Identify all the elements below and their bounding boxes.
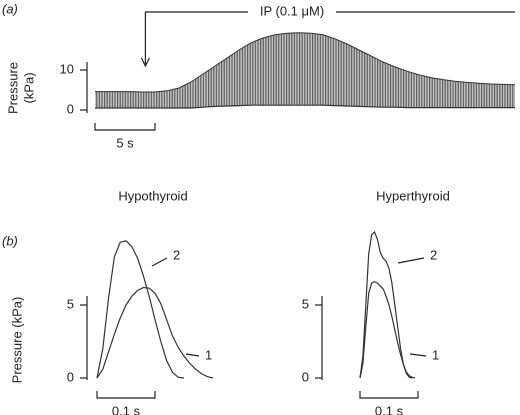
- curve-label-arrow: [397, 257, 425, 264]
- curve-label: 2: [173, 247, 180, 262]
- curve-label: 2: [430, 247, 437, 262]
- scale-bar-label: 5 s: [116, 135, 134, 150]
- y-tick-label: 5: [67, 296, 74, 311]
- scale-bar: [359, 391, 419, 399]
- y-tick-label: 0: [67, 369, 74, 384]
- y-tick-label: 0: [67, 101, 74, 116]
- curve-label-arrow: [409, 353, 427, 357]
- curve-label: 1: [432, 347, 439, 362]
- annotation: IP (0.1 μM): [260, 3, 324, 18]
- pressure-band: [95, 32, 515, 108]
- y-tick-label: 0: [302, 369, 309, 384]
- y-axis-label: Pressure: [5, 62, 20, 114]
- scale-bar: [94, 123, 156, 131]
- pressure-curve: [359, 280, 416, 379]
- scale-bar-label: 0.1 s: [375, 403, 404, 415]
- lower-envelope: [95, 104, 515, 109]
- curve-label: 1: [205, 347, 212, 362]
- annotation-arrow: [140, 11, 515, 68]
- scale-bar: [96, 391, 156, 399]
- upper-envelope: [95, 32, 516, 93]
- y-tick-label: 5: [302, 296, 309, 311]
- pressure-curve: [96, 286, 214, 379]
- panel-label: (b): [2, 233, 18, 248]
- curve-label-arrow: [151, 257, 168, 267]
- panel: (b) Hypothyroid Pressure (kPa) 0 5 0.1 s 2 1: [2, 188, 214, 415]
- scale-bar-label: 0.1 s: [112, 403, 141, 415]
- y-axis-label: (kPa): [21, 72, 36, 103]
- panel: Hyperthyroid 0 5 0.1 s 2 1: [302, 188, 450, 415]
- panel-label: (a): [2, 1, 18, 16]
- panel: (a) Pressure (kPa) 0 10 5 s IP (0.1 μM): [2, 1, 516, 150]
- panel-title: Hyperthyroid: [376, 188, 450, 203]
- y-axis-label: Pressure (kPa): [9, 297, 24, 384]
- pressure-curve: [96, 240, 185, 379]
- panel-title: Hypothyroid: [118, 188, 187, 203]
- curve-label-arrow: [185, 353, 200, 357]
- y-tick-label: 10: [60, 61, 74, 76]
